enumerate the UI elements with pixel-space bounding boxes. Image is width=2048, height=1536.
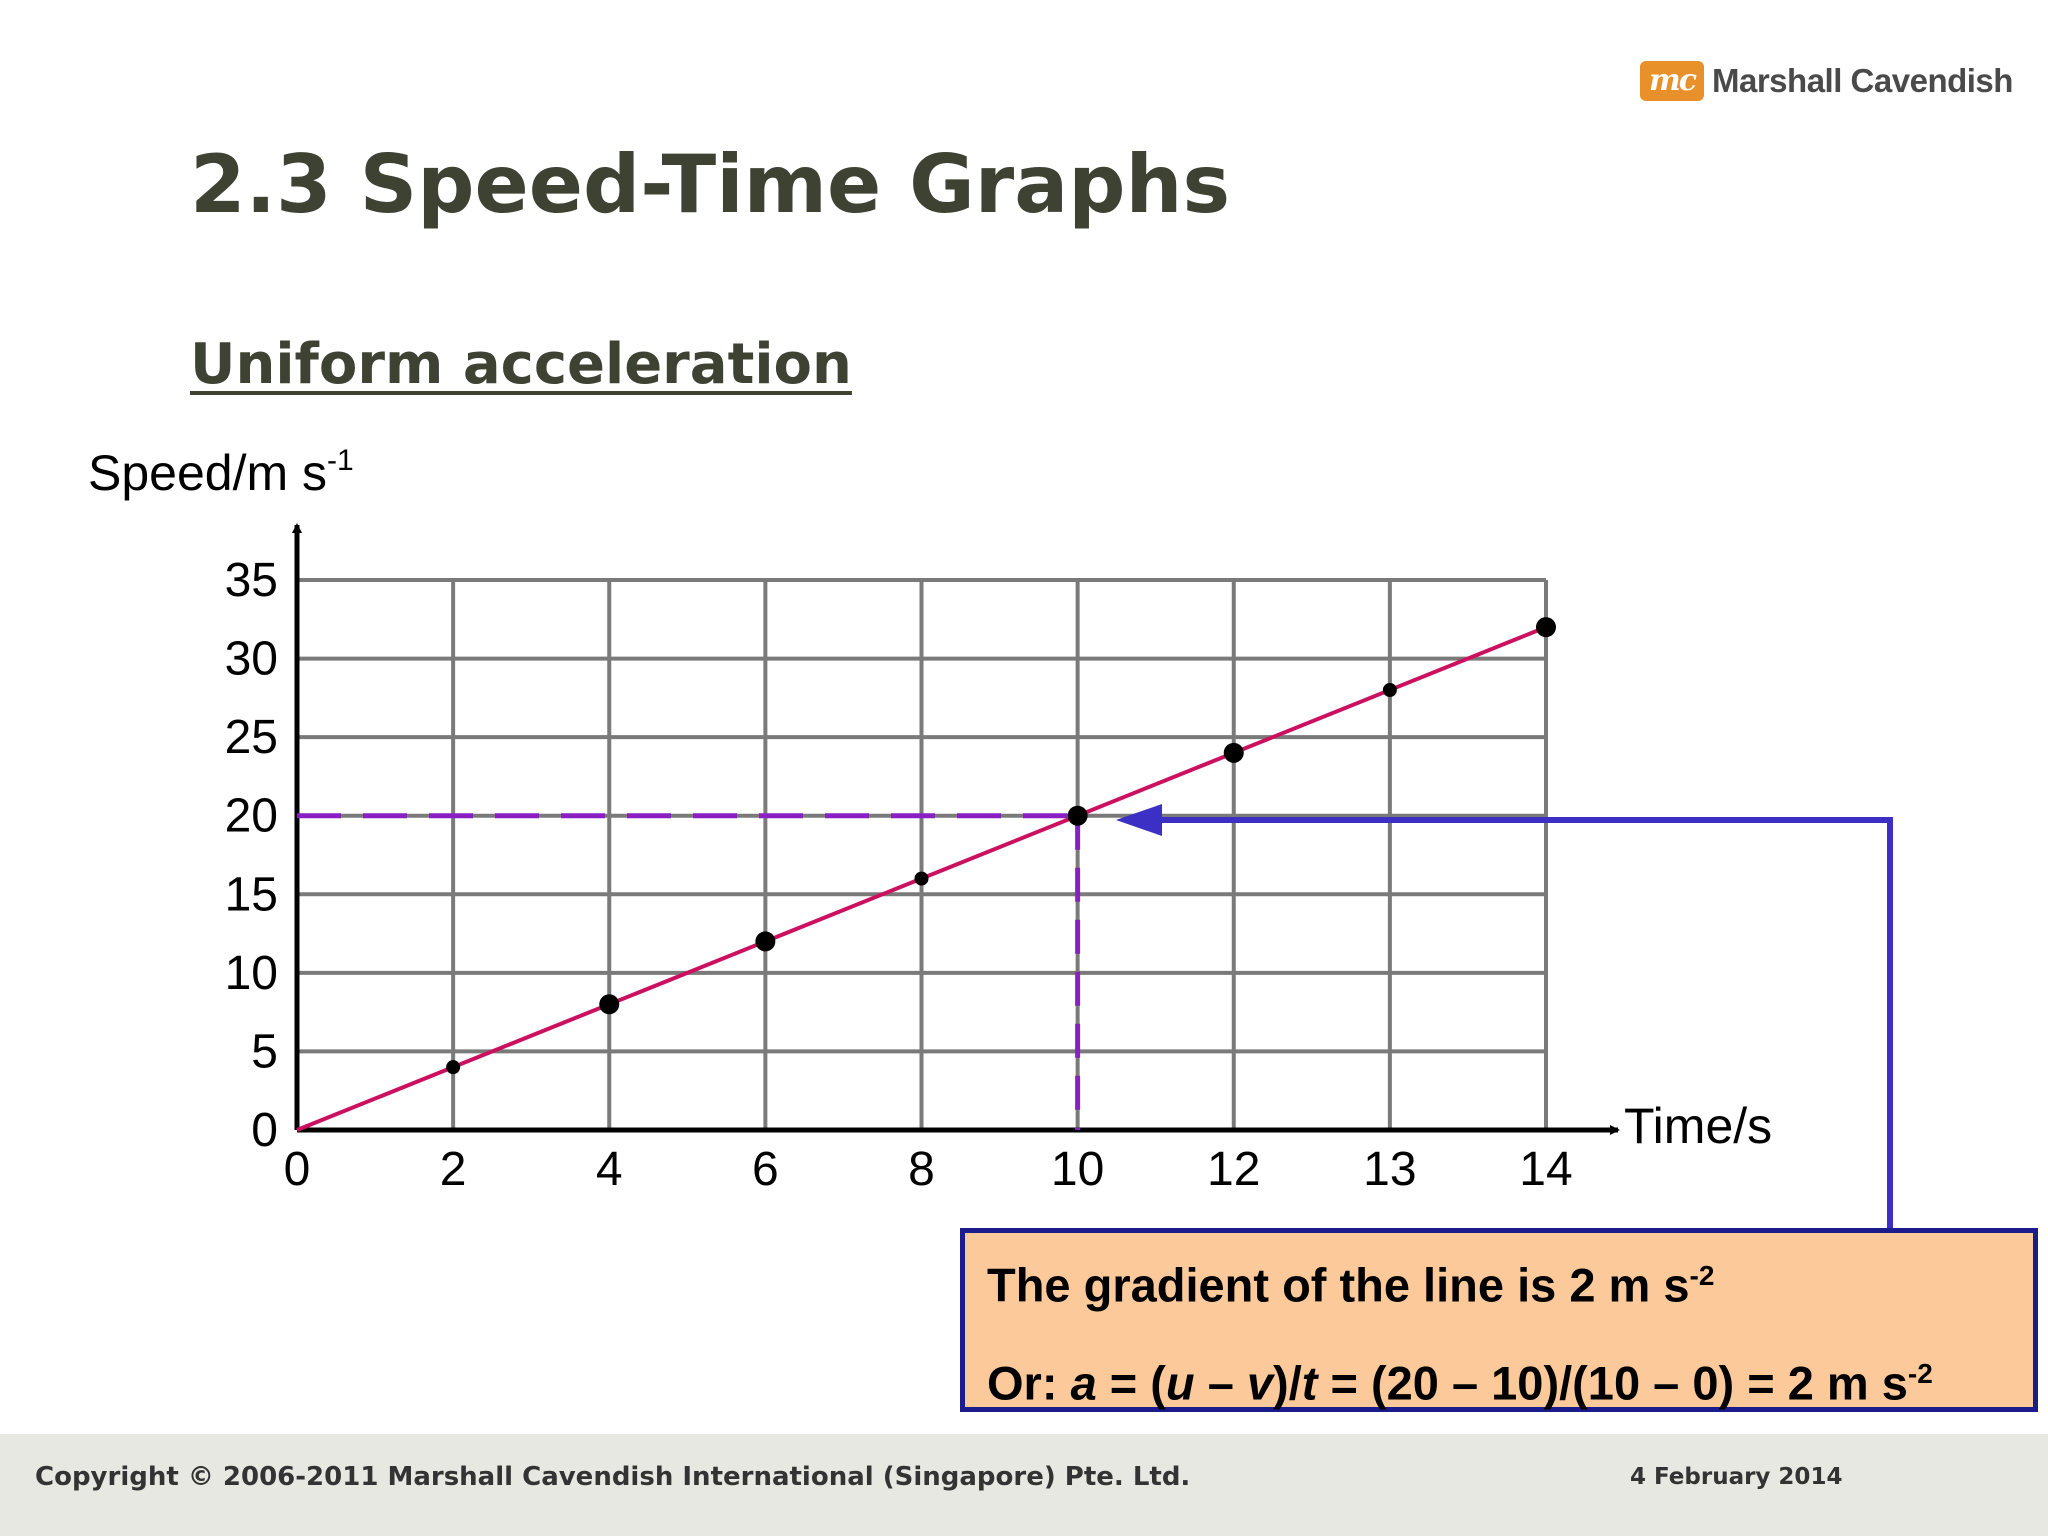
note-line-2-sup: -2 [1907,1357,1933,1389]
data-point [1223,742,1244,763]
x-tick-label: 2 [440,1143,467,1196]
data-point [599,994,620,1015]
footer: Copyright © 2006-2011 Marshall Cavendish… [0,1434,2048,1536]
x-axis-title: Time/s [1624,1098,1772,1154]
y-tick-label: 15 [225,868,278,921]
y-tick-label: 30 [225,633,278,686]
slide-subtitle: Uniform acceleration [190,332,852,397]
y-tick-label: 35 [225,554,278,607]
x-tick-label: 4 [596,1143,623,1196]
logo-mark: mc [1640,61,1704,101]
y-axis-title-sup: -1 [327,444,354,477]
note-prefix: Or: [987,1356,1071,1410]
gradient-note: The gradient of the line is 2 m s-2 Or: … [960,1228,2038,1412]
x-tick-label: 12 [1207,1143,1260,1196]
publisher-logo: mc Marshall Cavendish [1640,60,2013,102]
data-point [1536,617,1556,638]
data-point [1067,805,1088,826]
note-line-2: Or: a = (u – v)/t = (20 – 10)/(10 – 0) =… [987,1345,2033,1413]
x-tick-label: 8 [908,1143,935,1196]
note-var-u: u [1165,1356,1195,1410]
note-var-t: t [1301,1356,1318,1410]
slide-title: 2.3 Speed-Time Graphs [190,138,1231,231]
note-rest: = (20 – 10)/(10 – 0) = 2 m s [1317,1356,1908,1410]
x-tick-label: 10 [1051,1143,1104,1196]
note-mid: )/ [1273,1356,1302,1410]
y-tick-label: 20 [225,790,278,843]
data-point [446,1060,461,1075]
copyright-text: Copyright © 2006-2011 Marshall Cavendish… [35,1462,1191,1492]
note-minus: – [1194,1356,1247,1410]
note-var-v: v [1246,1356,1274,1410]
note-line-1-sup: -2 [1689,1260,1715,1291]
note-line-1: The gradient of the line is 2 m s-2 [987,1247,2033,1315]
x-tick-label: 13 [1363,1143,1416,1196]
x-tick-label: 14 [1519,1143,1572,1196]
y-axis-title: Speed/m s-1 [88,444,354,501]
x-tick-label: 6 [752,1143,779,1196]
footer-date: 4 February 2014 [1630,1464,1843,1490]
logo-text: Marshall Cavendish [1712,62,2013,99]
note-line-1-text: The gradient of the line is 2 m s [987,1258,1690,1312]
y-axis-title-main: Speed/m s [88,445,327,501]
data-point [755,931,776,952]
y-tick-label: 0 [251,1104,278,1157]
x-tick-label: 0 [284,1143,311,1196]
note-eq1: = ( [1096,1356,1166,1410]
y-tick-label: 25 [225,711,278,764]
y-tick-label: 5 [251,1025,278,1078]
note-var-a: a [1070,1356,1097,1410]
callout-arrow-line [1158,817,1893,1228]
callout-arrowhead [1116,804,1162,836]
data-point [1382,683,1397,697]
y-tick-label: 10 [225,947,278,1000]
data-point [914,871,929,886]
